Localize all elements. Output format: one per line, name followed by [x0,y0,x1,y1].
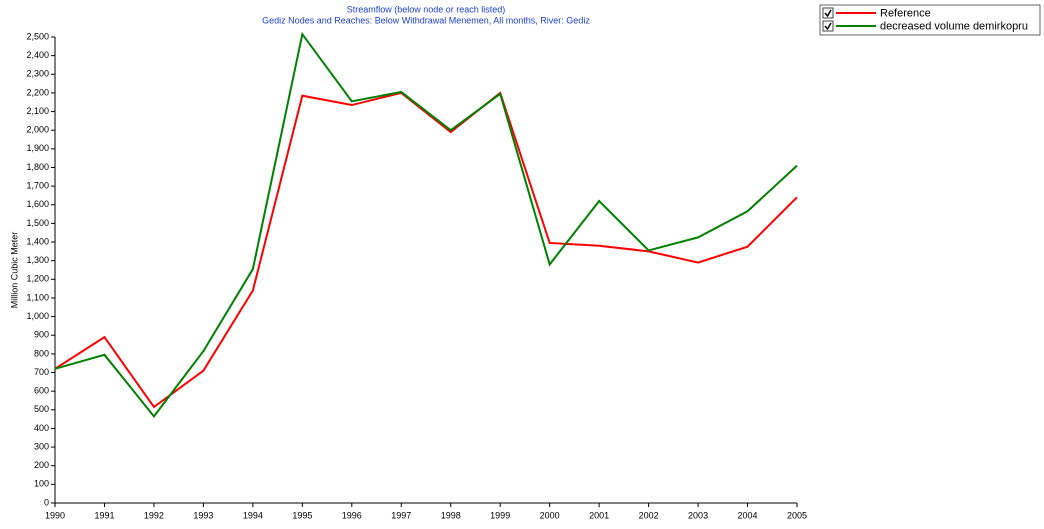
series-line [54,31,798,418]
y-tick-label: 1,100 [26,292,49,302]
y-tick-label: 1,200 [26,274,49,284]
x-tick-label: 2003 [688,510,708,520]
y-tick-label: 2,100 [26,106,49,116]
y-tick-label: 1,300 [26,255,49,265]
y-tick-label: 2,000 [26,125,49,135]
y-tick-label: 300 [34,441,49,451]
y-tick-label: 600 [34,386,49,396]
x-tick-label: 1991 [94,510,114,520]
y-tick-label: 400 [34,423,49,433]
x-tick-label: 1990 [45,510,65,520]
y-tick-label: 0 [44,497,49,507]
x-tick-label: 2002 [639,510,659,520]
x-tick-label: 2005 [787,510,807,520]
y-tick-label: 2,200 [26,87,49,97]
legend-box [819,4,1041,36]
y-tick-label: 1,000 [26,311,49,321]
y-tick-label: 2,500 [26,31,49,41]
series-line [54,91,798,409]
x-tick-label: 1993 [193,510,213,520]
x-tick-label: 1997 [391,510,411,520]
y-tick-label: 1,800 [26,162,49,172]
x-tick-label: 2001 [589,510,609,520]
y-tick-label: 2,300 [26,69,49,79]
y-tick-label: 500 [34,404,49,414]
y-tick-label: 1,600 [26,199,49,209]
x-tick-label: 1999 [490,510,510,520]
y-tick-label: 900 [34,330,49,340]
y-tick-label: 1,400 [26,236,49,246]
y-tick-label: 2,400 [26,50,49,60]
y-tick-label: 1,500 [26,218,49,228]
y-tick-label: 1,700 [26,180,49,190]
legend-checkbox[interactable] [822,7,834,19]
x-tick-label: 1994 [243,510,263,520]
chart-subtitle: Gediz Nodes and Reaches: Below Withdrawa… [262,15,590,25]
legend-label: decreased volume demirkopru [880,20,1028,32]
x-tick-label: 1998 [441,510,461,520]
x-tick-label: 2004 [738,510,758,520]
y-tick-label: 800 [34,348,49,358]
legend-checkmark [824,9,832,18]
y-tick-label: 200 [34,460,49,470]
x-tick-label: 1995 [292,510,312,520]
y-axis-label: Million Cubic Meter [9,232,19,309]
legend-checkmark [824,22,832,31]
legend-label: Reference [880,7,931,19]
x-tick-label: 1992 [144,510,164,520]
x-tick-label: 2000 [540,510,560,520]
legend-checkbox[interactable] [822,20,834,32]
chart-title: Streamflow (below node or reach listed) [347,4,506,14]
y-tick-label: 100 [34,479,49,489]
x-tick-label: 1996 [342,510,362,520]
y-tick-label: 1,900 [26,143,49,153]
y-tick-label: 700 [34,367,49,377]
